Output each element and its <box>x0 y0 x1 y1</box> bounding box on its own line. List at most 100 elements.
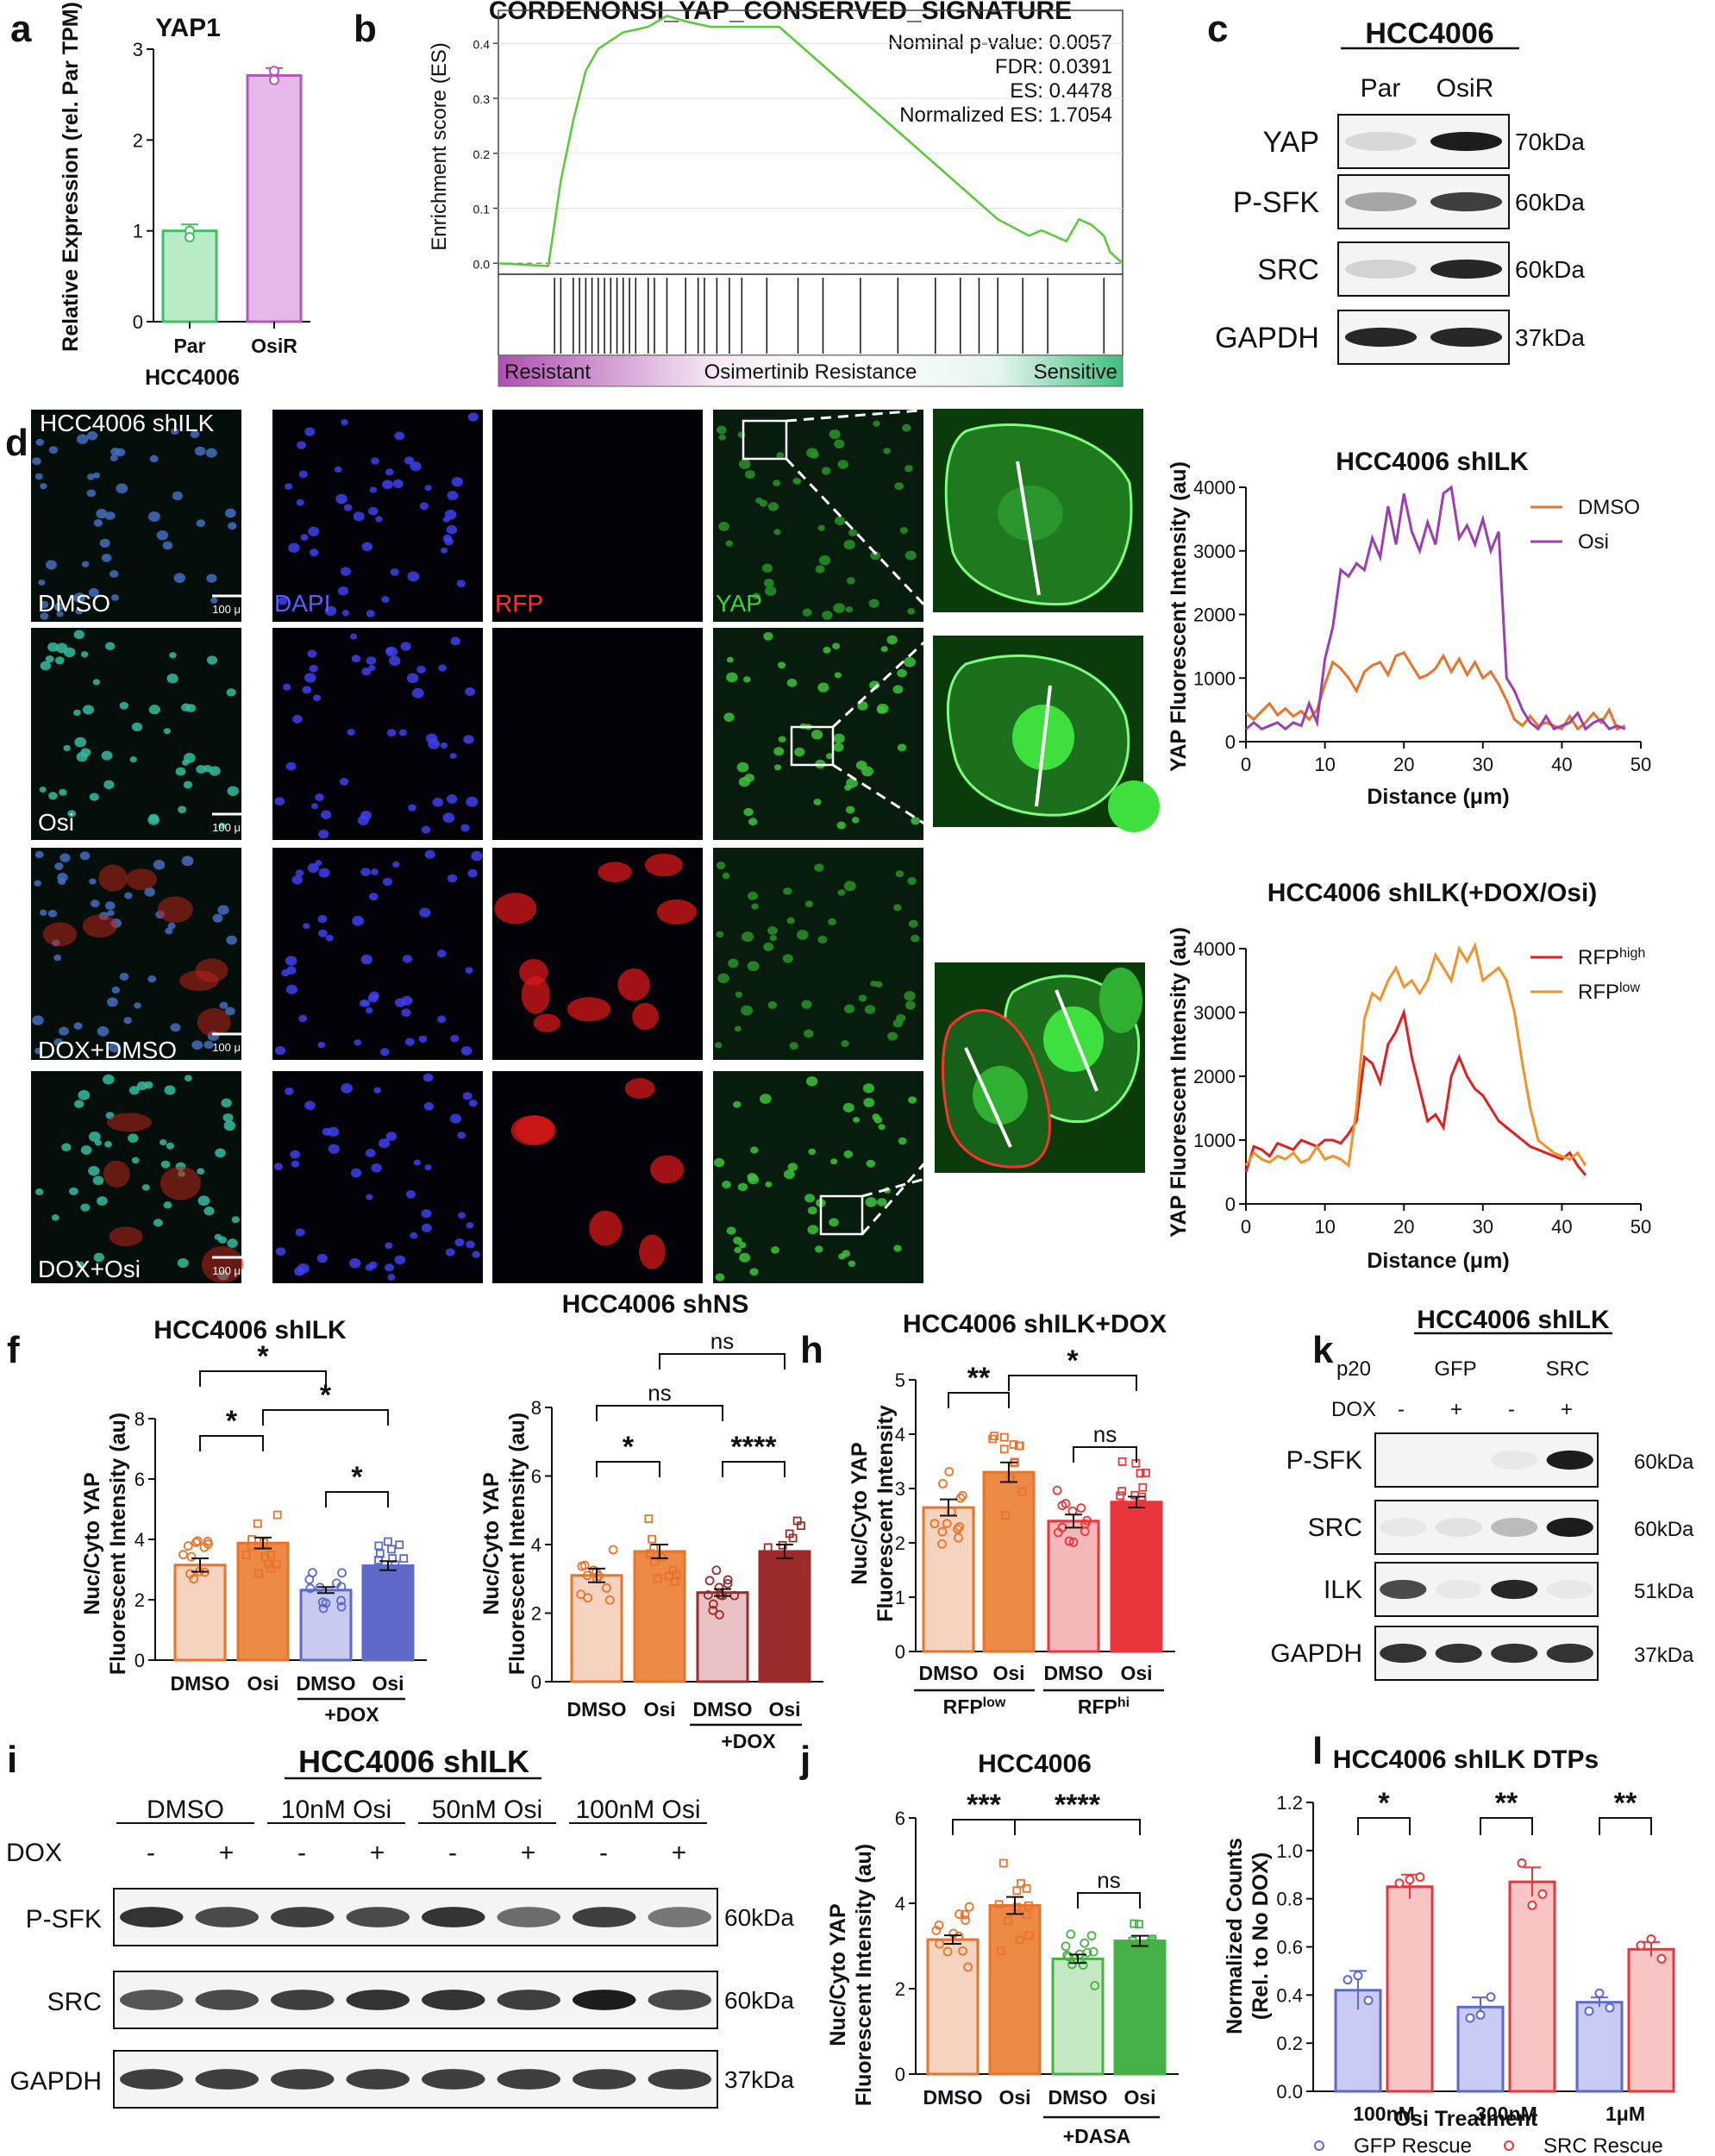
data-point <box>1139 1501 1149 1511</box>
data-point <box>958 1946 968 1956</box>
rfp-cell <box>632 1002 659 1031</box>
data-point <box>1061 1941 1071 1952</box>
data-point <box>1656 1953 1667 1964</box>
nucleus-dapi <box>335 493 347 505</box>
blot-i-gapdh-band <box>573 2069 636 2090</box>
nucleus-dapi <box>419 907 431 918</box>
nucleus-merge <box>35 438 45 446</box>
series-line-1 <box>1244 941 1587 1169</box>
panel-k-blot: - + - + P-SFK 60kDa SRC 60kDa ILK 51kDa GAPDH 37kDa <box>1270 1398 1694 1681</box>
data-point <box>953 1532 963 1543</box>
nucleus-yap <box>893 1244 902 1252</box>
data-point <box>1135 1920 1143 1929</box>
data-point <box>1130 1965 1139 1975</box>
data-point <box>1116 1491 1125 1501</box>
blot-i-gapdh-band <box>648 2069 711 2090</box>
nucleus-dapi <box>381 596 390 604</box>
bar-src <box>1627 1947 1675 2093</box>
blot-i-p-sfk-band <box>422 1907 485 1927</box>
data-point <box>1080 1938 1090 1948</box>
data-point <box>1067 1959 1077 1970</box>
x-tick-label: 50 <box>1631 1216 1651 1238</box>
nucleus-merge <box>47 642 59 652</box>
nucleus-yap <box>843 1004 855 1014</box>
data-point <box>648 1534 657 1544</box>
nucleus-merge <box>101 553 112 562</box>
nucleus-yap <box>911 817 921 825</box>
data-point <box>387 1545 396 1554</box>
zoom-line <box>786 408 932 423</box>
nucleus-yap <box>748 1175 760 1185</box>
nucleus-yap <box>792 478 800 485</box>
nucleus-dapi <box>375 516 383 523</box>
nucleus-merge <box>175 767 186 776</box>
nucleus-dapi <box>424 849 435 859</box>
nucleus-yap <box>862 1083 875 1094</box>
cell-nucleus <box>998 486 1063 541</box>
nucleus-merge <box>73 1022 83 1030</box>
nucleus-merge <box>97 1026 110 1037</box>
data-point <box>944 1467 955 1476</box>
bar-dmso <box>173 1564 227 1662</box>
panel-f-left-title: HCC4006 shILK <box>153 1316 347 1344</box>
nucleus-yap <box>759 499 768 507</box>
micrograph-tile <box>713 410 923 622</box>
nucleus-yap <box>846 577 855 585</box>
nucleus-merge <box>167 922 176 930</box>
nucleus-yap <box>895 870 904 878</box>
rfp-cell-merge <box>197 1008 231 1037</box>
panel-d-zoom-markers <box>742 408 933 1236</box>
panel-f-left-plot: 0 2 4 6 8 DMSO Osi DMSO Osi * * * * <box>135 1340 427 1701</box>
data-point <box>964 1902 974 1912</box>
data-point <box>994 1900 1004 1909</box>
nucleus-dapi <box>449 753 457 759</box>
nucleus-dapi <box>379 1048 390 1056</box>
panel-c-title: HCC4006 <box>1365 17 1493 50</box>
nucleus-merge <box>34 1047 43 1055</box>
nucleus-merge <box>63 744 71 752</box>
data-point <box>1004 1916 1013 1926</box>
nucleus-dapi <box>416 665 426 674</box>
significance-label: ns <box>1097 1867 1120 1893</box>
nucleus-dapi <box>368 893 379 901</box>
nucleus-yap <box>734 1025 742 1032</box>
nucleus-dapi <box>297 441 306 449</box>
data-point <box>1124 1949 1134 1959</box>
x-tick-label: DMSO <box>693 1698 753 1720</box>
blot-mw-label: 37kDa <box>1515 324 1585 351</box>
nucleus-merge <box>40 612 49 620</box>
x-tick-label: 10 <box>1314 754 1335 775</box>
nucleus-yap <box>858 994 867 1002</box>
nucleus-dapi <box>290 1150 300 1159</box>
panel-e: HCC4006 shILK YAP Fluorescent Intensity … <box>1167 448 1651 809</box>
panel-b-rank-gradient <box>498 354 1124 387</box>
nucleus-dapi <box>436 950 447 958</box>
y-tick-label: 1000 <box>1193 1130 1236 1151</box>
nucleus-yap <box>843 1150 854 1158</box>
blot-c-p-sfk-band <box>1430 191 1503 212</box>
blot-row-label: P-SFK <box>1233 186 1319 219</box>
blot-c-p-sfk-band <box>1344 191 1418 212</box>
panel-h-ylabel-1: Nuc/Cyto YAP <box>848 1442 872 1584</box>
data-point <box>395 1540 404 1550</box>
legend-marker-src <box>1504 2140 1514 2151</box>
data-point <box>960 1909 970 1920</box>
nucleus-dapi <box>312 694 322 702</box>
nucleus-yap <box>786 917 795 924</box>
nucleus-dapi <box>325 934 334 942</box>
data-point <box>602 1583 611 1593</box>
nucleus-yap <box>783 887 792 895</box>
legend-label: Osi <box>1578 530 1609 554</box>
blot-i-gapdh-band <box>271 2069 335 2090</box>
nucleus-dapi <box>454 1238 465 1247</box>
panel-b-stat-pvalue: Nominal p-value: 0.0057 <box>888 31 1112 54</box>
dox-sign: + <box>672 1839 687 1867</box>
data-point <box>775 1583 785 1591</box>
y-tick-label: 2 <box>895 1978 905 2000</box>
nucleus-dapi <box>456 580 466 587</box>
nucleus-dapi <box>368 665 376 672</box>
panel-f: HCC4006 shILK HCC4006 shNS Nuc/Cyto YAP … <box>80 1290 823 1752</box>
nucleus-merge <box>105 642 116 650</box>
nucleus-dapi <box>460 824 470 832</box>
nucleus-merge <box>76 1261 84 1269</box>
